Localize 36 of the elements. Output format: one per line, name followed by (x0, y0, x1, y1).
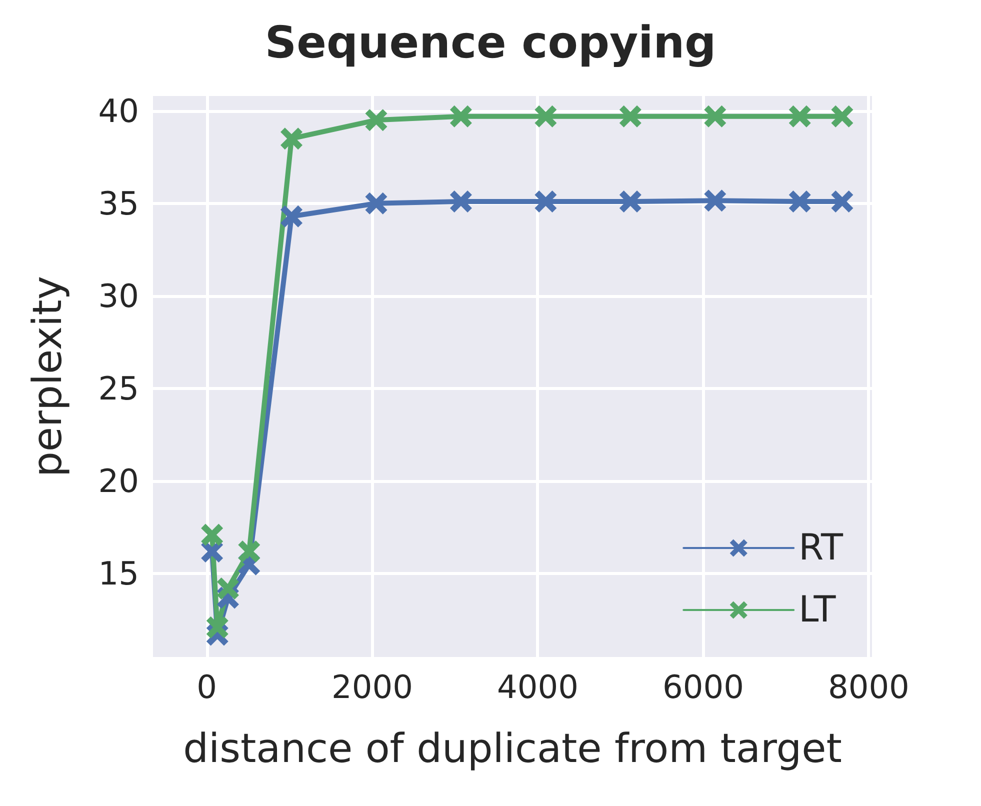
point (831, 190, 854, 213)
legend-label: RT (798, 528, 844, 568)
x-tick-label: 0 (196, 668, 217, 706)
y-tick-label: 15 (98, 554, 139, 593)
x-axis-title: distance of duplicate from target (183, 726, 842, 772)
point (201, 524, 224, 546)
y-tick-label: 25 (98, 370, 139, 408)
y-tick-label: 35 (98, 184, 139, 222)
point (704, 105, 726, 128)
point (365, 192, 388, 214)
point (619, 105, 642, 128)
x-tick-label: 8000 (828, 668, 910, 706)
point (238, 540, 260, 562)
point (788, 190, 811, 213)
chart-title: Sequence copying (264, 18, 716, 68)
point (206, 616, 228, 638)
point (280, 128, 303, 150)
point (216, 577, 239, 600)
x-tick-label: 2000 (332, 668, 413, 706)
point (450, 105, 472, 128)
point (450, 190, 472, 213)
point (280, 205, 303, 228)
point (534, 190, 557, 213)
y-tick-label: 40 (98, 92, 139, 130)
point (619, 190, 642, 213)
y-tick-label: 30 (98, 276, 139, 315)
y-tick-label: 20 (98, 462, 139, 500)
point (831, 105, 854, 128)
point (704, 190, 726, 212)
point (534, 105, 557, 128)
y-axis-title: perplexity (25, 276, 71, 477)
x-tick-label: 6000 (662, 668, 744, 706)
point (788, 105, 811, 128)
x-tick-label: 4000 (497, 668, 578, 706)
legend-label: LT (798, 590, 837, 630)
point (365, 109, 388, 132)
